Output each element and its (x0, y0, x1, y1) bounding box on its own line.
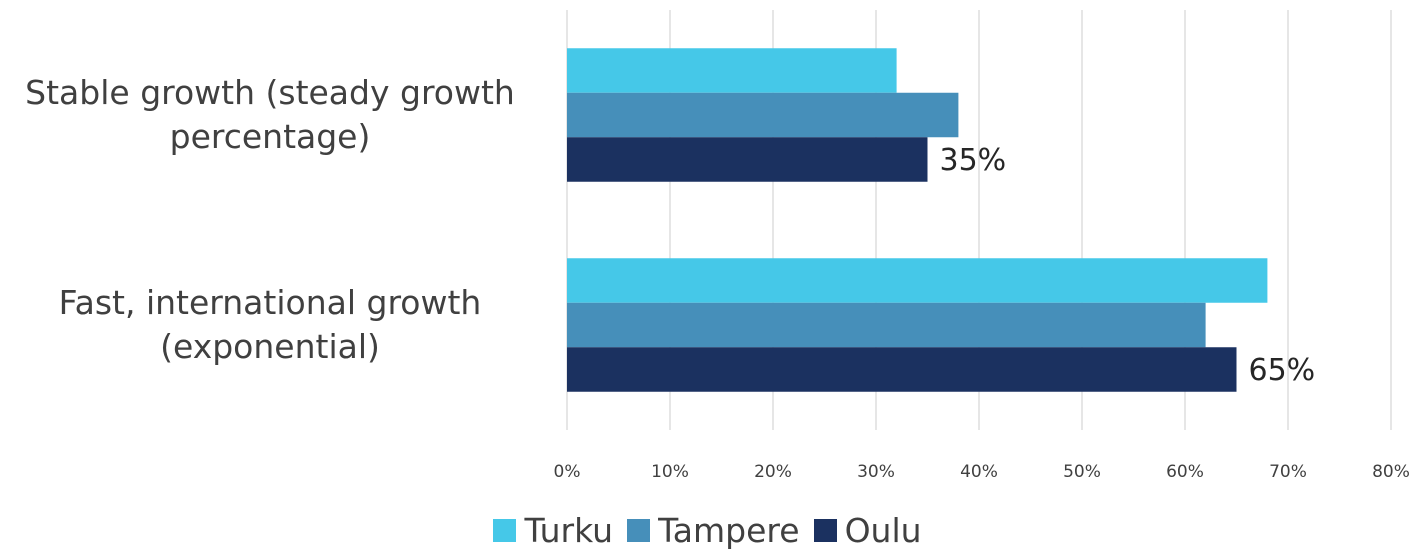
data-label: 35% (940, 143, 1007, 178)
bar (567, 48, 897, 93)
bar (567, 258, 1268, 303)
legend-item: Turku (493, 508, 613, 552)
legend-label: Oulu (844, 510, 922, 550)
bar (567, 347, 1237, 392)
x-tick-label: 40% (960, 462, 998, 482)
legend-label: Tampere (658, 510, 800, 550)
bar (567, 302, 1206, 348)
data-label: 65% (1249, 353, 1316, 388)
x-tick-label: 30% (857, 462, 895, 482)
legend-item: Oulu (813, 508, 922, 552)
x-tick-label: 70% (1269, 462, 1307, 482)
legend-swatch (627, 518, 651, 542)
x-tick-label: 50% (1063, 462, 1101, 482)
legend-item: Tampere (627, 508, 800, 552)
x-tick-label: 80% (1372, 462, 1410, 482)
x-tick-label: 0% (554, 462, 581, 482)
bar (567, 137, 928, 182)
x-tick-label: 60% (1166, 462, 1204, 482)
x-tick-label: 10% (651, 462, 689, 482)
legend: Turku Tampere Oulu (0, 508, 1415, 552)
bar (567, 92, 959, 138)
category-label: Fast, international growth (exponential) (58, 283, 482, 366)
legend-swatch (493, 518, 517, 542)
legend-label: Turku (524, 510, 614, 550)
category-label: Stable growth (steady growth percentage) (25, 73, 515, 156)
legend-swatch (813, 518, 837, 542)
x-tick-label: 20% (754, 462, 792, 482)
